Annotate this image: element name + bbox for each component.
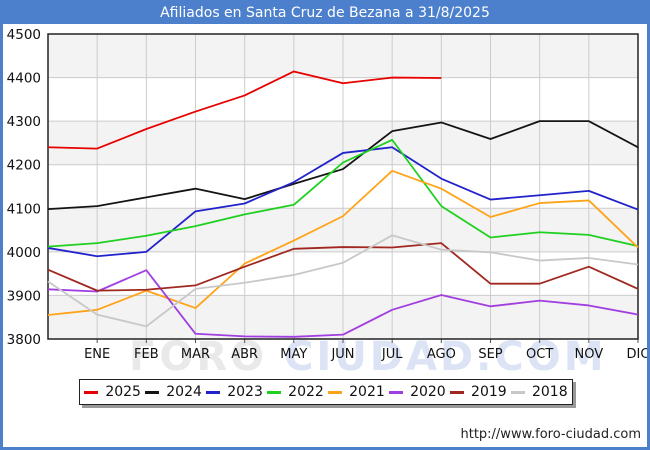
y-tick-label: 4000 (7, 245, 41, 261)
y-tick-label: 4400 (7, 71, 41, 87)
x-tick-label-dic: DIC (627, 347, 650, 362)
legend-label-2019: 2019 (471, 384, 507, 400)
legend-item-2023: 2023 (206, 384, 263, 400)
series-2019-line (47, 242, 639, 292)
plot-band (48, 121, 638, 165)
y-tick-label: 3900 (7, 288, 41, 304)
legend-item-2025: 2025 (84, 384, 141, 400)
plot-band (48, 34, 638, 78)
series-2025-line (47, 70, 442, 150)
legend-item-2021: 2021 (328, 384, 385, 400)
legend-label-2023: 2023 (227, 384, 263, 400)
legend-item-2024: 2024 (145, 384, 202, 400)
x-tick-label-ene: ENE (84, 347, 110, 362)
y-tick-label: 4200 (7, 158, 41, 174)
watermark-part2: CIUDAD.COM (284, 334, 607, 380)
legend-item-2018: 2018 (510, 384, 568, 400)
legend-swatch-2023 (206, 390, 221, 394)
plot-band (48, 77, 638, 122)
series-2020-line (47, 269, 639, 338)
plot-band (48, 208, 638, 252)
legend-swatch-2025 (84, 390, 99, 394)
plot-band (48, 164, 638, 209)
legend-item-2019: 2019 (450, 384, 507, 400)
footer-url: http://www.foro-ciudad.com (460, 427, 641, 442)
legend-label-2018: 2018 (531, 384, 568, 400)
legend-swatch-2020 (389, 390, 404, 394)
plot-band (48, 295, 638, 339)
legend-item-2020: 2020 (389, 384, 446, 400)
plot-band (48, 251, 638, 296)
page-title: Afiliados en Santa Cruz de Bezana a 31/8… (3, 3, 647, 24)
legend-label-2022: 2022 (288, 384, 324, 400)
legend-item-2022: 2022 (267, 384, 324, 400)
legend-swatch-2018 (510, 390, 525, 394)
series-2024-line (47, 120, 639, 211)
legend-swatch-2024 (145, 390, 160, 394)
legend-swatch-2022 (267, 390, 282, 394)
series-2023-line (47, 146, 639, 258)
chart-legend: 2025 2024 2023 2022 2021 2020 2019 2018 (79, 379, 573, 405)
watermark: FORO CIUDAD.COM (129, 334, 607, 380)
legend-label-2025: 2025 (105, 384, 141, 400)
legend-label-2020: 2020 (410, 384, 446, 400)
series-2018-line (47, 234, 639, 328)
y-tick-label: 4300 (7, 114, 41, 130)
y-tick-label: 3800 (7, 332, 41, 348)
series-2021-line (47, 169, 639, 316)
plot-border (47, 33, 639, 340)
legend-swatch-2019 (450, 390, 465, 394)
legend-label-2024: 2024 (166, 384, 202, 400)
legend-label-2021: 2021 (349, 384, 385, 400)
series-2022-line (47, 138, 639, 248)
legend-swatch-2021 (328, 390, 343, 394)
y-tick-label: 4100 (7, 201, 41, 217)
watermark-part1: FORO (129, 334, 268, 380)
y-tick-label: 4500 (7, 27, 41, 43)
